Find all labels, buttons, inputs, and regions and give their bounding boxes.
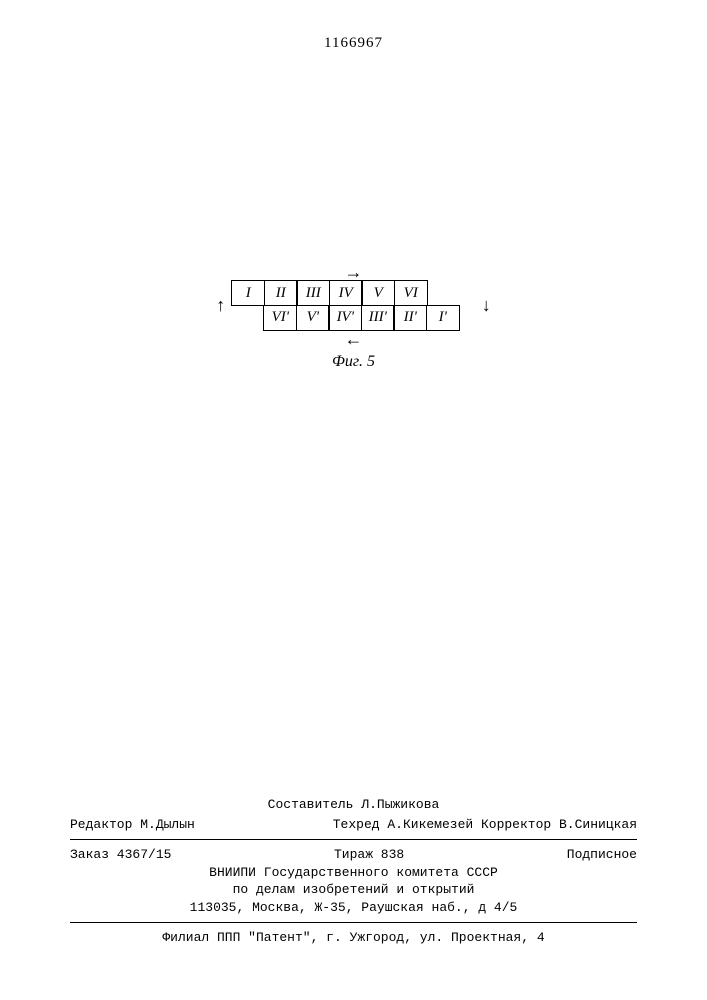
org-line-1: ВНИИПИ Государственного комитета СССР (70, 864, 637, 882)
cell: I (231, 280, 265, 306)
cell: II (264, 280, 298, 306)
arrow-top-icon: → (345, 263, 363, 281)
cell: III' (361, 305, 395, 331)
cell: VI' (263, 305, 297, 331)
order-line: Заказ 4367/15 Тираж 838 Подписное (70, 846, 637, 864)
tirazh: Тираж 838 (334, 846, 404, 864)
cell: I' (426, 305, 460, 331)
divider (70, 922, 637, 923)
document-number: 1166967 (0, 35, 707, 52)
cell: IV' (328, 305, 362, 331)
credits-line: Редактор М.Дылын Техред А.Кикемезей Корр… (70, 816, 637, 834)
cell: VI (394, 280, 428, 306)
arrow-right-icon: ↓ (482, 296, 491, 314)
compiler-line: Составитель Л.Пыжикова (70, 796, 637, 814)
divider (70, 839, 637, 840)
org-line-2: по делам изобретений и открытий (70, 881, 637, 899)
cell: V (361, 280, 395, 306)
figure-row-top: I II III IV V VI (231, 280, 460, 306)
techred-corrector: Техред А.Кикемезей Корректор В.Синицкая (333, 816, 637, 834)
editor: Редактор М.Дылын (70, 816, 195, 834)
figure-5: → ← ↑ ↓ I II III IV V VI VI' V' IV' III'… (0, 280, 707, 371)
figure-grid: → ← ↑ ↓ I II III IV V VI VI' V' IV' III'… (247, 280, 460, 331)
cell: IV (329, 280, 363, 306)
address-line: 113035, Москва, Ж-35, Раушская наб., д 4… (70, 899, 637, 917)
cell: II' (393, 305, 427, 331)
colophon: Составитель Л.Пыжикова Редактор М.Дылын … (70, 790, 637, 947)
figure-row-bottom: VI' V' IV' III' II' I' (263, 306, 460, 331)
branch-line: Филиал ППП "Патент", г. Ужгород, ул. Про… (70, 929, 637, 947)
subscription: Подписное (567, 846, 637, 864)
order-number: Заказ 4367/15 (70, 846, 171, 864)
cell: V' (296, 305, 330, 331)
arrow-left-icon: ↑ (216, 296, 225, 314)
arrow-bottom-icon: ← (345, 330, 363, 348)
cell: III (296, 280, 330, 306)
figure-label: Фиг. 5 (332, 353, 375, 371)
